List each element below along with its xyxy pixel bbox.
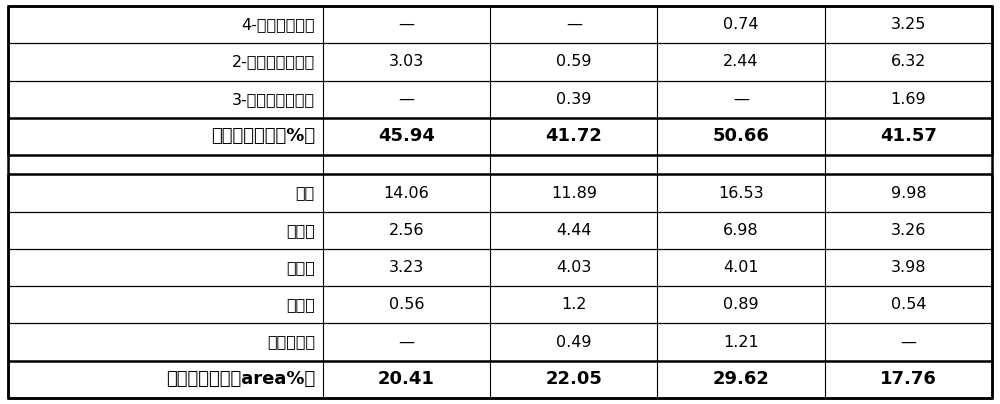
Text: 0.39: 0.39 xyxy=(556,92,591,107)
Text: 4.01: 4.01 xyxy=(723,260,759,275)
Text: 2-甲氧基对苯二酚: 2-甲氧基对苯二酚 xyxy=(232,55,315,69)
Text: 十二醇: 十二醇 xyxy=(286,223,315,238)
Text: 1.69: 1.69 xyxy=(891,92,926,107)
Text: 11.89: 11.89 xyxy=(551,185,597,200)
Text: —: — xyxy=(566,17,582,32)
Text: —: — xyxy=(399,17,415,32)
Text: —: — xyxy=(900,335,916,349)
Text: 十九醇: 十九醇 xyxy=(286,297,315,312)
Text: 醇类累计含量（area%）: 醇类累计含量（area%） xyxy=(166,370,315,388)
Text: 45.94: 45.94 xyxy=(378,128,435,145)
Text: 3.23: 3.23 xyxy=(389,260,424,275)
Text: 3.26: 3.26 xyxy=(891,223,926,238)
Text: 2.56: 2.56 xyxy=(389,223,424,238)
Text: —: — xyxy=(399,92,415,107)
Text: 0.89: 0.89 xyxy=(723,297,759,312)
Text: 50.66: 50.66 xyxy=(713,128,770,145)
Text: 41.72: 41.72 xyxy=(545,128,602,145)
Text: 0.54: 0.54 xyxy=(891,297,926,312)
Text: 二甲基己醇: 二甲基己醇 xyxy=(267,335,315,349)
Text: —: — xyxy=(399,335,415,349)
Text: 0.74: 0.74 xyxy=(723,17,759,32)
Text: 酚类累计含量（%）: 酚类累计含量（%） xyxy=(211,128,315,145)
Text: 29.62: 29.62 xyxy=(713,370,770,388)
Text: 3.03: 3.03 xyxy=(389,55,424,69)
Text: 3.25: 3.25 xyxy=(891,17,926,32)
Text: 0.49: 0.49 xyxy=(556,335,592,349)
Text: 6.98: 6.98 xyxy=(723,223,759,238)
Text: 3.98: 3.98 xyxy=(891,260,926,275)
Text: 甲醇: 甲醇 xyxy=(296,185,315,200)
Text: 2.44: 2.44 xyxy=(723,55,759,69)
Text: 4.03: 4.03 xyxy=(556,260,591,275)
Text: 3-甲氧基邻苯二酚: 3-甲氧基邻苯二酚 xyxy=(232,92,315,107)
Text: 4-甲基邻苯二酚: 4-甲基邻苯二酚 xyxy=(241,17,315,32)
Text: 16.53: 16.53 xyxy=(718,185,764,200)
Text: 9.98: 9.98 xyxy=(891,185,926,200)
Text: 22.05: 22.05 xyxy=(545,370,602,388)
Text: —: — xyxy=(733,92,749,107)
Text: 14.06: 14.06 xyxy=(384,185,429,200)
Text: 1.2: 1.2 xyxy=(561,297,587,312)
Text: 4.44: 4.44 xyxy=(556,223,592,238)
Text: 0.59: 0.59 xyxy=(556,55,592,69)
Text: 20.41: 20.41 xyxy=(378,370,435,388)
Text: 41.57: 41.57 xyxy=(880,128,937,145)
Text: 十五醇: 十五醇 xyxy=(286,260,315,275)
Text: 17.76: 17.76 xyxy=(880,370,937,388)
Text: 6.32: 6.32 xyxy=(891,55,926,69)
Text: 1.21: 1.21 xyxy=(723,335,759,349)
Text: 0.56: 0.56 xyxy=(389,297,424,312)
